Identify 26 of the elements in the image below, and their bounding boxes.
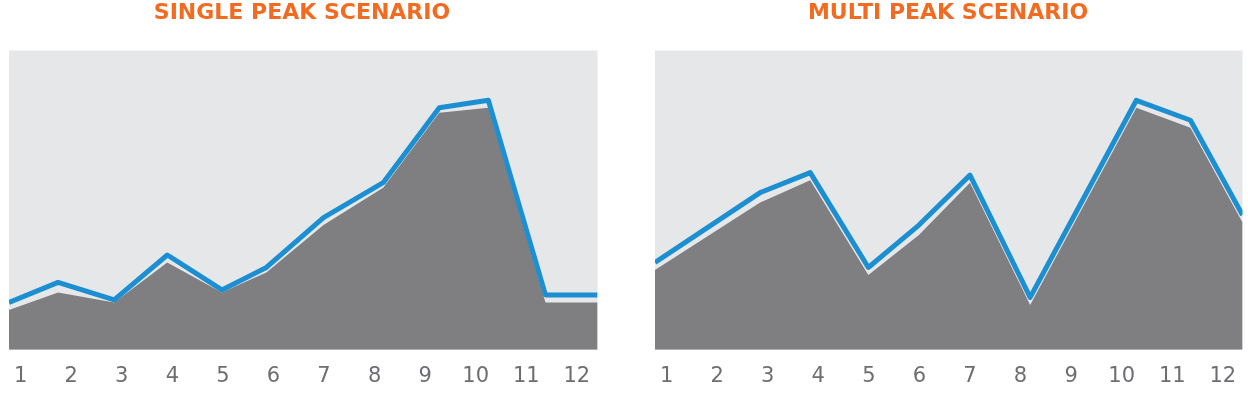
- x-tick-label: 12: [1209, 362, 1237, 387]
- x-tick-label: 10: [462, 362, 490, 387]
- x-tick-label: 2: [64, 362, 78, 387]
- x-tick-label: 11: [512, 362, 540, 387]
- x-tick-label: 4: [165, 362, 180, 387]
- x-tick-label: 6: [912, 362, 927, 387]
- x-tick-label: 1: [659, 362, 674, 387]
- x-tick-label: 5: [216, 362, 230, 387]
- x-tick-label: 1: [13, 362, 28, 387]
- x-tick-label: 3: [115, 362, 129, 387]
- x-tick-label: 8: [1013, 362, 1028, 387]
- x-tick-label: 7: [963, 362, 977, 387]
- x-tick-label: 7: [317, 362, 331, 387]
- x-tick-label: 9: [1064, 362, 1078, 387]
- x-tick-label: 5: [862, 362, 876, 387]
- x-tick-label: 3: [761, 362, 775, 387]
- chart-title: SINGLE PEAK SCENARIO: [153, 0, 451, 24]
- chart-title: MULTI PEAK SCENARIO: [807, 0, 1089, 24]
- x-tick-label: 12: [563, 362, 591, 387]
- x-tick-label: 8: [367, 362, 382, 387]
- x-tick-label: 9: [418, 362, 432, 387]
- x-tick-label: 4: [811, 362, 825, 387]
- x-tick-label: 10: [1108, 362, 1136, 387]
- x-tick-label: 2: [710, 362, 724, 387]
- x-tick-label: 11: [1158, 362, 1186, 387]
- x-tick-label: 6: [266, 362, 281, 387]
